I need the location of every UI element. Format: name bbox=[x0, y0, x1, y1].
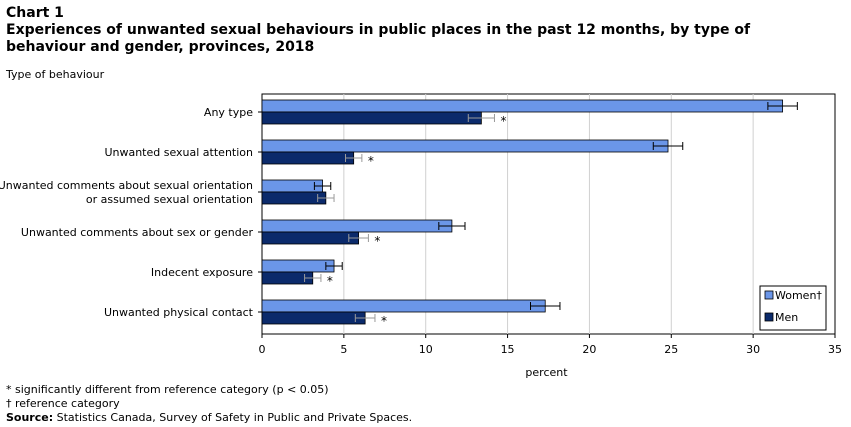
x-tick-label: 0 bbox=[259, 343, 266, 356]
bar-women bbox=[261, 219, 453, 233]
category-label-line: Unwanted physical contact bbox=[104, 306, 254, 319]
bar-men bbox=[261, 111, 482, 125]
category-label: Unwanted sexual attention bbox=[104, 146, 253, 159]
significance-marker: * bbox=[500, 114, 506, 128]
chart-title: Experiences of unwanted sexual behaviour… bbox=[6, 22, 751, 55]
bar-women bbox=[261, 139, 669, 153]
x-tick-label: 20 bbox=[582, 343, 596, 356]
category-label-line: Unwanted comments about sex or gender bbox=[21, 226, 254, 239]
category-label-line: Indecent exposure bbox=[151, 266, 253, 279]
category-label: Any type bbox=[204, 106, 253, 119]
x-tick-label: 35 bbox=[828, 343, 842, 356]
significance-marker: * bbox=[381, 314, 387, 328]
significance-marker: * bbox=[368, 154, 374, 168]
source-text: Statistics Canada, Survey of Safety in P… bbox=[53, 411, 413, 424]
reference-note: † reference category bbox=[6, 397, 120, 410]
x-tick-label: 25 bbox=[664, 343, 678, 356]
bar-women bbox=[261, 259, 335, 273]
chart-notes: * significantly different from reference… bbox=[6, 383, 412, 425]
bar-men bbox=[261, 151, 355, 165]
legend-swatch bbox=[764, 312, 774, 322]
legend-label: Women† bbox=[775, 289, 822, 302]
bar-women bbox=[261, 99, 784, 113]
category-label-line: Any type bbox=[204, 106, 253, 119]
category-label: Indecent exposure bbox=[151, 266, 253, 279]
bar-women bbox=[261, 179, 323, 193]
bar-men bbox=[261, 311, 366, 325]
category-label-line: Unwanted sexual attention bbox=[104, 146, 253, 159]
x-tick-label: 10 bbox=[419, 343, 433, 356]
x-tick-label: 5 bbox=[340, 343, 347, 356]
category-label: Unwanted comments about sexual orientati… bbox=[0, 179, 253, 206]
bar-women bbox=[261, 299, 546, 313]
plot-area bbox=[261, 93, 836, 335]
significance-note: * significantly different from reference… bbox=[6, 383, 329, 396]
x-tick-label: 30 bbox=[746, 343, 760, 356]
chart-label: Chart 1 bbox=[6, 5, 64, 21]
significance-marker: * bbox=[374, 234, 380, 248]
bar-men bbox=[261, 191, 327, 205]
category-label-line: or assumed sexual orientation bbox=[86, 193, 253, 206]
source-label: Source: bbox=[6, 411, 54, 424]
category-label: Unwanted comments about sex or gender bbox=[21, 226, 254, 239]
source-note: Source: Statistics Canada, Survey of Saf… bbox=[6, 411, 412, 425]
legend-label: Men bbox=[775, 311, 798, 324]
category-label: Unwanted physical contact bbox=[104, 306, 254, 319]
x-axis-title: percent bbox=[525, 366, 568, 379]
bar-men bbox=[261, 231, 359, 245]
y-axis-title: Type of behaviour bbox=[6, 68, 105, 81]
category-label-line: Unwanted comments about sexual orientati… bbox=[0, 179, 253, 192]
legend-swatch bbox=[764, 290, 774, 300]
significance-marker: * bbox=[327, 274, 333, 288]
x-tick-label: 15 bbox=[501, 343, 515, 356]
